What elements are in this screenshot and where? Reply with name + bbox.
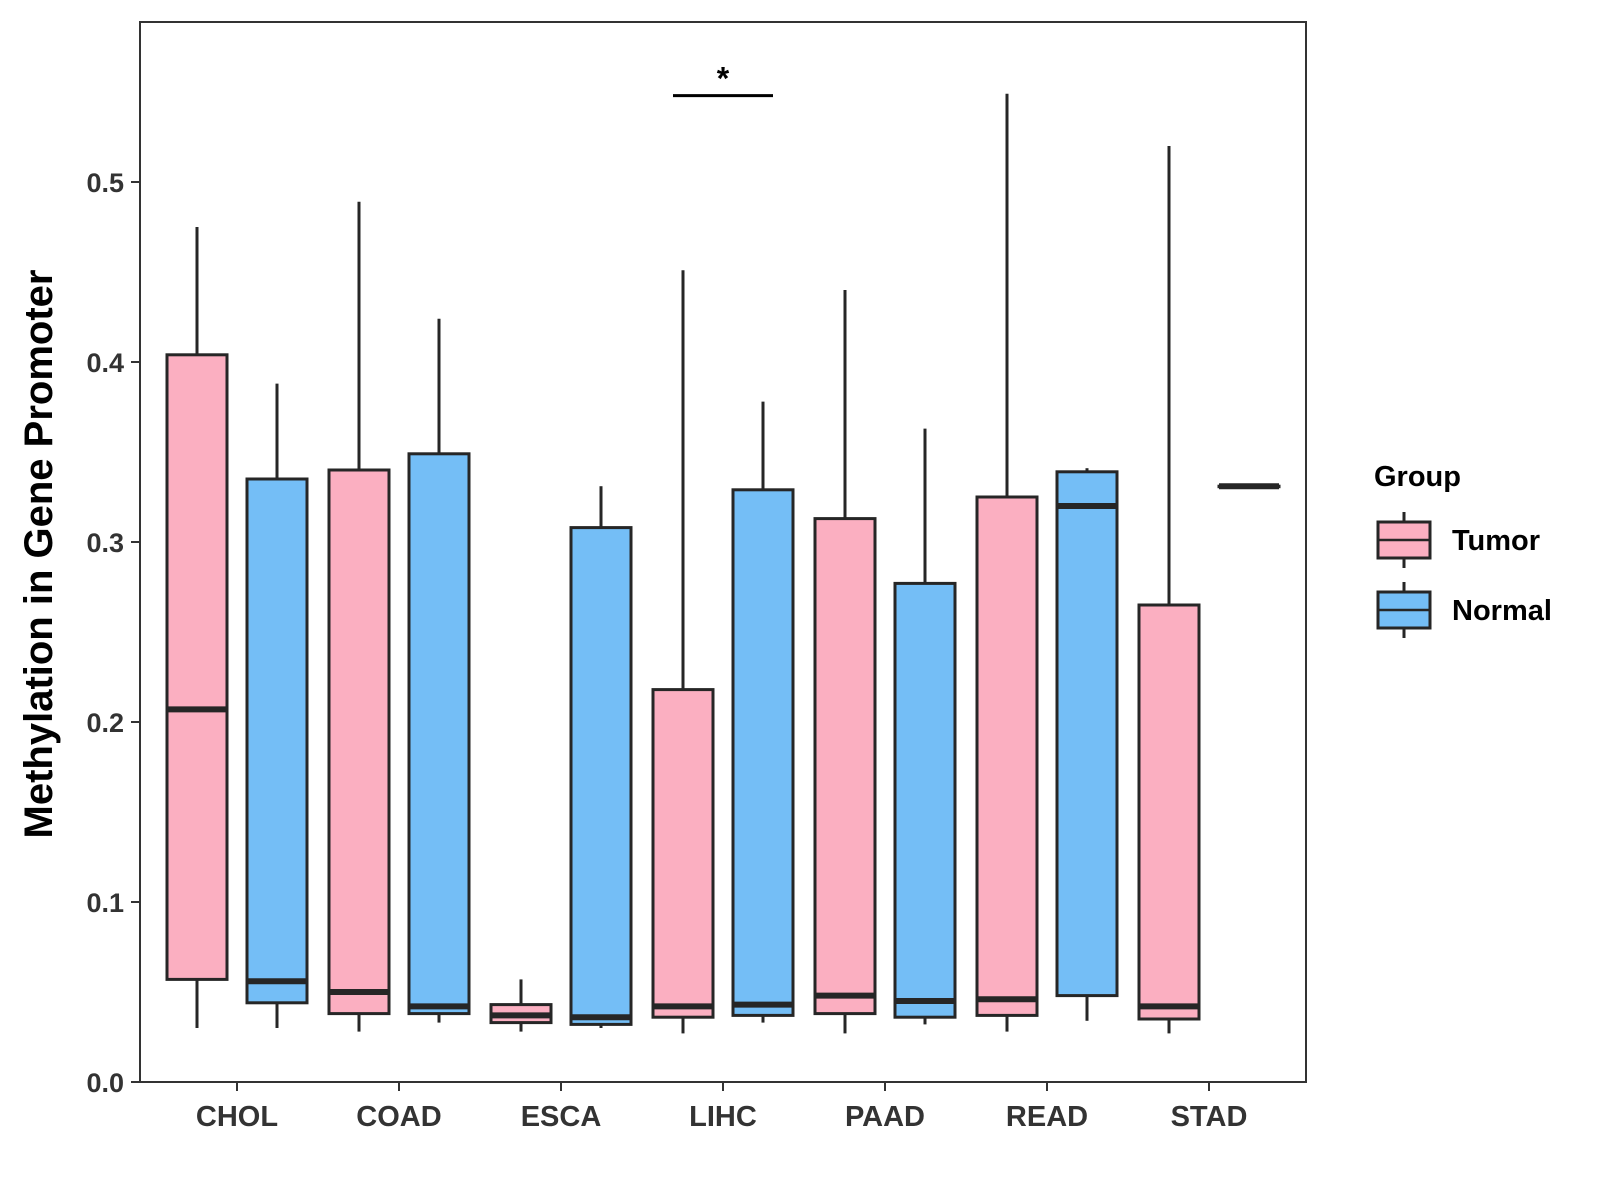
y-tick-label: 0.0 [86, 1068, 124, 1098]
x-axis: CHOL COAD ESCA LIHC PAAD READ STAD [196, 1082, 1247, 1133]
x-tick-label: ESCA [521, 1101, 602, 1133]
legend: Group Tumor Normal [1374, 461, 1552, 638]
box-normal-lihc [731, 401, 795, 1023]
box-body [651, 688, 715, 1019]
box-normal-read [1055, 468, 1119, 1021]
box-body [1137, 603, 1201, 1021]
box-tumor-esca [489, 979, 553, 1032]
x-tick-label: LIHC [689, 1101, 757, 1133]
box-normal-esca [569, 486, 633, 1028]
box-body [245, 477, 309, 1005]
y-tick-label: 0.5 [86, 168, 124, 198]
box-body [569, 526, 633, 1026]
y-tick-label: 0.3 [86, 528, 124, 558]
y-axis: 0.0 0.1 0.2 0.3 0.4 0.5 [86, 168, 140, 1098]
box-body [407, 452, 471, 1016]
y-tick-label: 0.2 [86, 708, 124, 738]
x-tick-label: READ [1006, 1101, 1088, 1133]
box-tumor-paad [813, 290, 877, 1034]
y-tick-label: 0.1 [86, 888, 124, 918]
x-tick-label: COAD [356, 1101, 441, 1133]
box-body [975, 495, 1039, 1017]
legend-label: Tumor [1452, 525, 1540, 557]
box-tumor-chol [165, 227, 229, 1028]
box-body [327, 468, 391, 1016]
legend-item-tumor: Tumor [1376, 512, 1540, 568]
box-normal-chol [245, 383, 309, 1028]
box-normal-stad [1217, 483, 1281, 490]
box-tumor-stad [1137, 146, 1201, 1034]
box-normal-coad [407, 318, 471, 1023]
box-normal-paad [893, 428, 957, 1025]
box-body [813, 517, 877, 1016]
legend-item-normal: Normal [1376, 582, 1552, 638]
x-tick-label: PAAD [845, 1101, 925, 1133]
box-body [731, 488, 795, 1017]
y-axis-label: Methylation in Gene Promoter [17, 270, 61, 839]
plot-panel [139, 21, 1307, 1083]
x-tick-label: CHOL [196, 1101, 278, 1133]
box-tumor-read [975, 93, 1039, 1032]
annotations-layer: * [673, 61, 773, 98]
legend-label: Normal [1452, 595, 1552, 627]
legend-title: Group [1374, 461, 1461, 493]
box-body [165, 353, 229, 981]
box-tumor-coad [327, 201, 391, 1032]
box-tumor-lihc [651, 270, 715, 1034]
boxes-layer [165, 93, 1281, 1034]
significance-label: * [717, 61, 730, 97]
y-tick-label: 0.4 [86, 348, 124, 378]
box-body [893, 581, 957, 1019]
box-body [1055, 470, 1119, 998]
x-tick-label: STAD [1171, 1101, 1248, 1133]
